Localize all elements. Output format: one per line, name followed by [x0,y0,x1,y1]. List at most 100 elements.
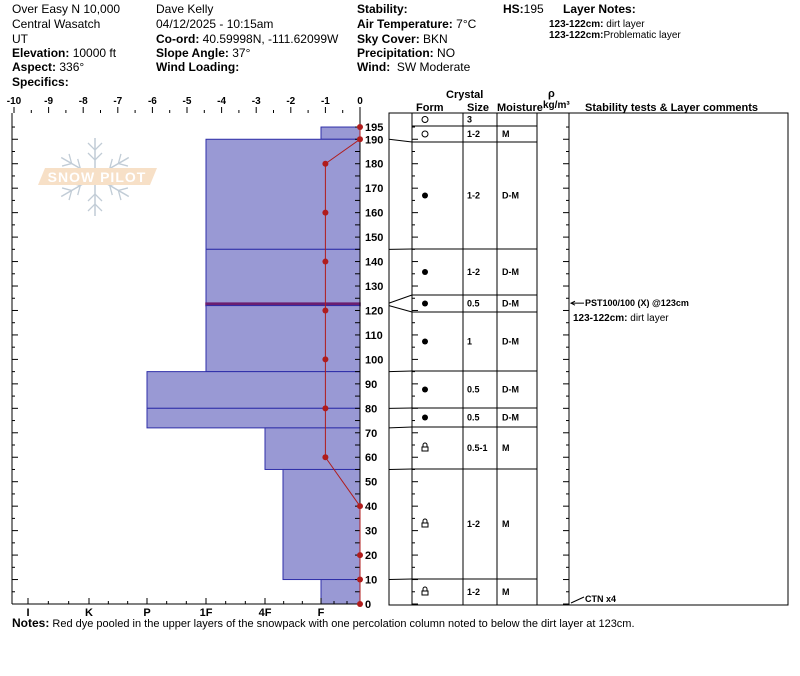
moisture-value: D-M [502,385,519,395]
snowflake-branch [87,142,103,151]
temp-tick-label: -6 [148,96,157,107]
depth-tick-label: 150 [365,232,383,244]
depth-tick-label: 195 [365,122,383,134]
layer-note: 123-122cm: dirt layer [549,19,645,30]
stability-test-comment: PST100/100 (X) @123cm [585,298,689,308]
depth-tick-label: 20 [365,550,377,562]
snowflake-branch [87,193,103,202]
crystal-size: 1-2 [467,587,480,597]
temperature-point [357,503,363,510]
snowflake-branch [87,152,103,161]
temp-tick-label: 0 [357,96,363,107]
moisture-value: D-M [502,413,519,423]
layer-table-frame [388,112,789,606]
temp-tick-label: -7 [113,96,122,107]
layer-connector [388,426,413,429]
depth-tick-label: 180 [365,159,383,171]
layer-connector [388,578,413,581]
temp-tick-label: -10 [7,96,22,107]
temperature-point [322,356,329,363]
crystal-size: 1-2 [467,519,480,529]
melt-crust-body [421,590,429,596]
temp-tick-label: -9 [44,96,53,107]
snowflake-branch [87,203,103,212]
hardness-tick-label: I [26,607,29,619]
stability: Stability: [357,2,408,16]
air-temperature: Air Temperature: 7°C [357,17,477,31]
coordinates: Co-ord: 40.59998N, -111.62099W [156,32,339,46]
state: UT [12,32,28,46]
depth-tick-label: 160 [365,208,383,220]
hardness-tick-label: P [143,607,150,619]
layer-connector [388,305,413,313]
depth-tick-label: 10 [365,575,377,587]
snowpilot-banner [38,168,157,185]
crystal-size: 0.5 [467,385,480,395]
depth-tick-label: 100 [365,354,383,366]
depth-tick-label: 140 [365,257,383,269]
layer-connector [388,138,413,143]
temperature-point [322,454,329,461]
temp-tick-label: -3 [252,96,261,107]
temperature-point [322,405,329,412]
hardness-bar [146,371,361,409]
snowflake-branch [61,187,73,201]
depth-tick-label: 50 [365,477,377,489]
wind-loading: Wind Loading: [156,60,240,74]
hardness-tick-label: 1F [200,607,213,619]
hardness-bar [264,427,361,470]
wind: Wind: SW Moderate [357,60,471,74]
temp-tick-label: -1 [321,96,330,107]
temp-tick-label: -2 [286,96,295,107]
melt-crust-icon [421,518,429,528]
snowflake-branch [61,153,73,167]
moisture-value: D-M [502,191,519,201]
sky-cover: Sky Cover: BKN [357,32,448,46]
melt-crust-top [422,518,428,523]
depth-tick-label: 60 [365,452,377,464]
moisture-value: D-M [502,299,519,309]
rounded-grain-filled-icon [422,386,428,393]
melt-crust-icon [421,586,429,596]
rounded-grain-filled-icon [422,269,428,275]
range: Central Wasatch [12,17,101,31]
depth-tick-label: 170 [365,183,383,195]
temperature-point [322,258,329,265]
snowpilot-text: SNOW PILOT [48,169,147,185]
temp-tick-label: -8 [79,96,88,107]
snowpilot-watermark: SNOW PILOT [38,138,157,216]
crystal-size: 1-2 [467,267,480,277]
depth-tick-label: 130 [365,281,383,293]
rounded-grain-filled-icon [422,192,428,199]
moisture-value: D-M [502,267,519,277]
melt-crust-top [422,442,428,447]
moisture-value: M [502,519,510,529]
rounded-grain-open-icon [421,130,429,138]
crystal-size: 0.5 [467,413,480,423]
observer: Dave Kelly [156,2,214,16]
melt-crust-top [422,586,428,591]
specifics: Specifics: [12,75,69,89]
moisture-value: D-M [502,337,519,347]
temperature-point [357,576,363,583]
comments-header: Stability tests & Layer comments [585,102,759,114]
crystal-size: 1 [467,337,472,347]
crystal-size: 3 [467,115,472,125]
pst-arrowhead [569,300,576,306]
depth-tick-label: 70 [365,428,377,440]
slope-angle: Slope Angle: 37° [156,46,251,60]
depth-tick-label: 190 [365,134,383,146]
hardness-tick-label: K [85,607,93,619]
moisture-value: M [502,129,510,139]
layer-note: 123-122cm:Problematic layer [549,30,681,41]
temperature-point [357,601,363,607]
hardness-bar [320,126,361,140]
depth-tick-label: 40 [365,501,377,513]
snowflake-branch [117,153,129,167]
melt-crust-icon [421,442,429,452]
layer-comment: 123-122cm: dirt layer [573,313,669,324]
hardness-bar [320,579,361,605]
rounded-grain-filled-icon [422,414,428,421]
